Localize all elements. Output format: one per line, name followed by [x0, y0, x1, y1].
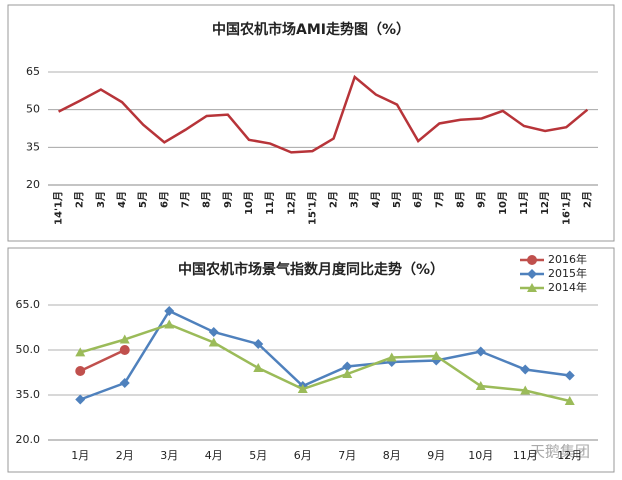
x-tick-label: 10月	[497, 191, 509, 215]
chart-title: 中国农机市场景气指数月度同比走势（%）	[178, 261, 444, 278]
y-tick-label: 65.0	[16, 298, 41, 311]
marker	[342, 369, 353, 378]
x-tick-label: 14'1月	[53, 191, 65, 225]
x-tick-label: 1月	[71, 449, 89, 462]
marker	[386, 352, 397, 362]
x-tick-label: 9月	[427, 449, 445, 462]
x-tick-label: 11月	[264, 191, 276, 215]
legend-label: 2016年	[548, 252, 587, 266]
chart-title: 中国农机市场AMI走势图（%）	[212, 21, 410, 38]
series-line	[79, 323, 571, 403]
x-tick-label: 4月	[205, 449, 223, 462]
x-tick-label: 2月	[74, 191, 86, 208]
x-tick-label: 8月	[383, 449, 401, 462]
marker	[75, 366, 86, 376]
x-tick-label: 5月	[249, 449, 267, 462]
x-tick-label: 12月	[285, 191, 297, 215]
marker	[119, 345, 130, 355]
marker	[164, 319, 175, 329]
marker	[119, 378, 130, 388]
legend-marker	[527, 255, 537, 265]
x-tick-label: 16'1月	[560, 191, 572, 225]
x-tick-label: 4月	[116, 191, 128, 208]
marker	[520, 364, 531, 375]
y-tick-label: 65	[26, 65, 40, 78]
marker	[297, 384, 308, 393]
x-tick-label: 5月	[137, 191, 149, 208]
watermark: 天鹅集团	[530, 443, 590, 461]
marker	[164, 306, 175, 316]
x-tick-label: 8月	[201, 191, 213, 208]
y-tick-label: 50.0	[16, 343, 41, 356]
x-tick-label: 6月	[294, 449, 312, 462]
x-tick-label: 9月	[476, 191, 488, 208]
marker	[564, 370, 575, 381]
x-tick-label: 6月	[158, 191, 170, 208]
x-tick-label: 11月	[518, 191, 530, 215]
y-tick-label: 35.0	[16, 388, 41, 401]
x-tick-label: 10月	[243, 191, 255, 215]
marker	[253, 363, 264, 372]
x-tick-label: 15'1月	[306, 191, 318, 225]
marker	[253, 339, 264, 349]
marker	[520, 385, 531, 395]
marker	[475, 381, 486, 390]
legend-marker	[527, 269, 537, 279]
marker	[75, 394, 86, 405]
x-tick-label: 10月	[468, 449, 493, 462]
x-tick-label: 7月	[433, 191, 445, 208]
y-tick-label: 35	[26, 140, 40, 153]
x-tick-label: 6月	[412, 191, 424, 208]
x-tick-label: 3月	[95, 191, 107, 208]
legend-marker	[527, 283, 537, 292]
marker	[342, 361, 353, 372]
marker	[475, 346, 486, 357]
x-tick-label: 2月	[328, 191, 340, 208]
marker	[208, 327, 219, 337]
x-tick-label: 2月	[116, 449, 134, 462]
x-tick-label: 12月	[539, 191, 551, 215]
x-tick-label: 7月	[180, 191, 192, 208]
y-tick-label: 20	[26, 178, 40, 191]
y-tick-label: 20.0	[16, 433, 41, 446]
x-tick-label: 3月	[160, 449, 178, 462]
x-tick-label: 4月	[370, 191, 382, 208]
x-tick-label: 7月	[338, 449, 356, 462]
marker	[208, 337, 219, 347]
marker	[119, 334, 130, 344]
marker	[431, 351, 442, 360]
x-tick-label: 3月	[349, 191, 361, 208]
series-line	[79, 309, 570, 401]
x-tick-label: 2月	[581, 191, 593, 208]
series-line	[79, 348, 126, 373]
series-line	[58, 74, 589, 154]
x-tick-label: 9月	[222, 191, 234, 208]
x-tick-label: 8月	[455, 191, 467, 208]
chart-frame	[7, 247, 615, 473]
marker	[564, 396, 575, 405]
x-tick-label: 12月	[557, 449, 582, 462]
legend-label: 2015年	[548, 266, 587, 280]
x-tick-label: 5月	[391, 191, 403, 208]
legend-label: 2014年	[548, 280, 587, 294]
chart-frame	[7, 4, 615, 242]
y-tick-label: 50	[26, 103, 40, 116]
marker	[75, 347, 86, 357]
x-tick-label: 11月	[513, 449, 538, 462]
